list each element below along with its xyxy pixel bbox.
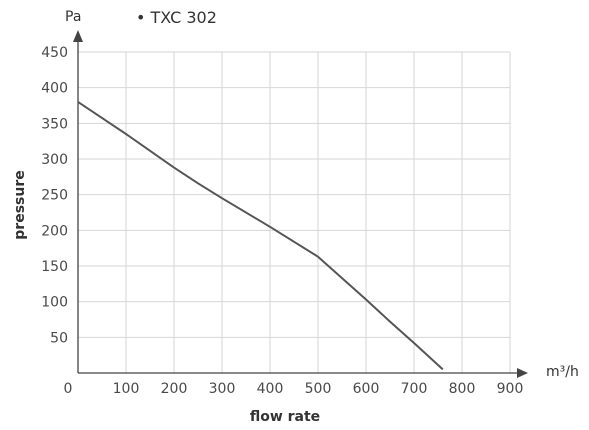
y-unit-label: Pa [65,9,81,25]
y-tick-label: 50 [50,330,68,346]
x-tick-labels: 0 100 200 300 400 500 600 700 800 900 [64,381,524,397]
axes [73,30,528,378]
x-tick-label: 300 [209,381,236,397]
y-tick-labels: 50 100 150 200 250 300 350 400 450 [41,45,68,346]
x-tick-label: 400 [257,381,284,397]
x-tick-label: 0 [64,381,73,397]
y-tick-label: 250 [41,188,68,204]
x-unit-label: m³/h [546,364,579,380]
x-tick-label: 100 [113,381,140,397]
y-tick-label: 450 [41,45,68,61]
chart-title: • TXC 302 [136,8,217,27]
x-axis-label: flow rate [250,409,320,425]
series [77,101,444,371]
x-tick-label: 900 [497,381,524,397]
y-tick-label: 150 [41,259,68,275]
x-tick-label: 500 [305,381,332,397]
x-axis-arrow [517,368,528,378]
y-axis-label: pressure [12,170,28,239]
series-line [77,101,444,371]
y-axis-arrow [73,30,83,42]
x-tick-label: 700 [401,381,428,397]
y-tick-label: 100 [41,295,68,311]
y-tick-label: 200 [41,223,68,239]
grid [78,51,511,373]
y-tick-label: 400 [41,81,68,97]
x-tick-label: 800 [449,381,476,397]
x-tick-label: 600 [353,381,380,397]
y-tick-label: 300 [41,152,68,168]
y-tick-label: 350 [41,116,68,132]
x-tick-label: 200 [161,381,188,397]
